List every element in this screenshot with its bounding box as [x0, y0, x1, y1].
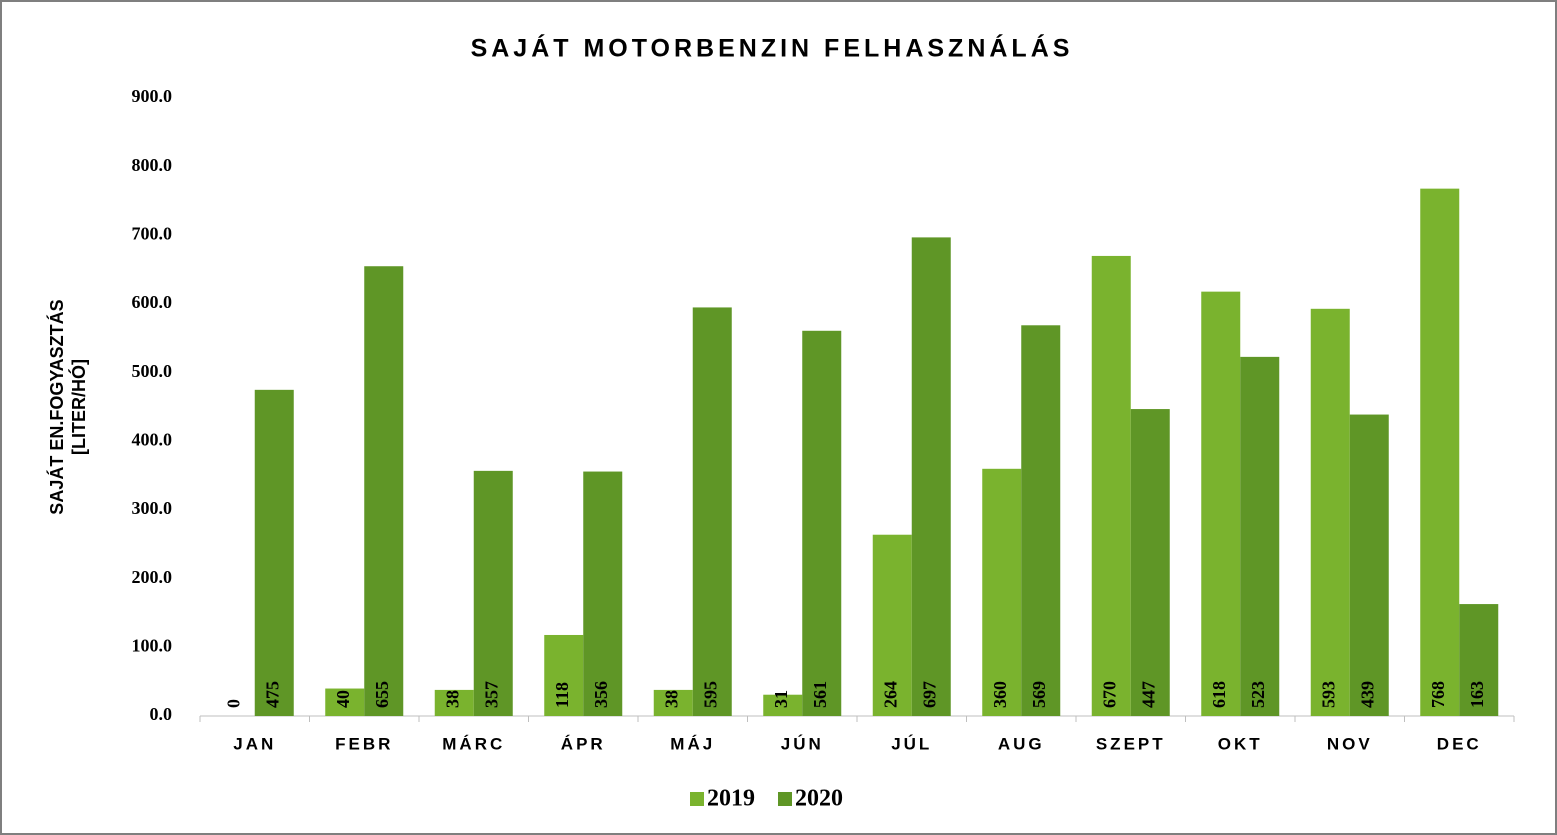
bar: [434, 689, 474, 716]
y-tick-label: 800.0: [132, 155, 173, 175]
bar: [1091, 255, 1131, 716]
bar: [1201, 291, 1241, 716]
data-label: 31: [771, 690, 791, 708]
data-label: 118: [552, 682, 572, 708]
data-label: 595: [700, 681, 720, 708]
x-tick-label: JAN: [233, 734, 276, 753]
bar: [1021, 325, 1061, 716]
data-label: 670: [1099, 681, 1119, 708]
data-label: 618: [1209, 681, 1229, 708]
y-tick-label: 600.0: [132, 292, 173, 312]
bar: [982, 468, 1022, 716]
data-label: 0: [223, 699, 243, 708]
data-label: 768: [1428, 681, 1448, 708]
bar: [364, 266, 404, 716]
data-label: 38: [661, 690, 681, 708]
x-tick-label: DEC: [1437, 734, 1482, 753]
x-tick-label: AUG: [998, 734, 1045, 753]
x-tick-label: JÚN: [781, 734, 824, 753]
bar: [763, 694, 803, 716]
x-tick-label: FEBR: [335, 734, 393, 753]
data-label: 163: [1467, 681, 1487, 708]
y-tick-label: 900.0: [132, 86, 173, 106]
bar: [911, 237, 951, 717]
legend-swatch: [778, 792, 792, 806]
y-tick-label: 100.0: [132, 635, 173, 655]
bar: [1459, 604, 1499, 716]
y-axis-title-line: [LITER/HÓ]: [68, 359, 89, 455]
bar: [544, 634, 584, 716]
x-tick-label: MÁRC: [442, 734, 505, 753]
chart-title: SAJÁT MOTORBENZIN FELHASZNÁLÁS: [471, 34, 1074, 63]
data-label: 655: [372, 681, 392, 708]
x-tick-label: JÚL: [891, 734, 932, 753]
data-label: 447: [1138, 681, 1158, 708]
data-label: 561: [810, 681, 830, 708]
bar: [473, 470, 513, 716]
bar: [1420, 188, 1460, 716]
bar: [1240, 356, 1280, 716]
legend-swatch: [690, 792, 704, 806]
x-tick-label: MÁJ: [670, 734, 715, 753]
data-label: 697: [919, 681, 939, 708]
y-tick-label: 700.0: [132, 223, 173, 243]
y-tick-label: 400.0: [132, 429, 173, 449]
x-tick-label: NOV: [1327, 734, 1373, 753]
bar: [1349, 414, 1389, 716]
x-tick-label: OKT: [1218, 734, 1263, 753]
data-label: 569: [1029, 681, 1049, 708]
data-label: 357: [481, 681, 501, 708]
y-tick-label: 300.0: [132, 498, 173, 518]
bar: [692, 307, 732, 716]
data-label: 38: [442, 690, 462, 708]
bar: [872, 534, 912, 716]
legend-label: 2020: [795, 786, 843, 812]
x-tick-label: ÁPR: [561, 734, 606, 753]
data-label: 356: [591, 681, 611, 708]
y-axis-title: SAJÁT EN.FOGYASZTÁS [LITER/HÓ]: [46, 299, 89, 514]
bar: [653, 689, 693, 716]
bar: [583, 471, 623, 716]
bar: [1310, 308, 1350, 716]
bar: [254, 389, 294, 716]
legend-label: 2019: [707, 786, 755, 812]
y-tick-label: 500.0: [132, 361, 173, 381]
x-tick-label: SZEPT: [1096, 734, 1166, 753]
y-axis-title-line: SAJÁT EN.FOGYASZTÁS: [46, 299, 67, 514]
data-label: 523: [1248, 681, 1268, 708]
data-label: 264: [880, 681, 900, 708]
bar: [325, 688, 365, 716]
bar: [802, 330, 842, 716]
bar: [1130, 409, 1170, 716]
data-label: 40: [333, 690, 353, 708]
data-label: 360: [990, 681, 1010, 708]
y-tick-label: 200.0: [132, 567, 173, 587]
data-label: 593: [1318, 681, 1338, 708]
data-label: 475: [262, 681, 282, 708]
y-tick-label: 0.0: [150, 704, 173, 724]
data-label: 439: [1357, 681, 1377, 708]
